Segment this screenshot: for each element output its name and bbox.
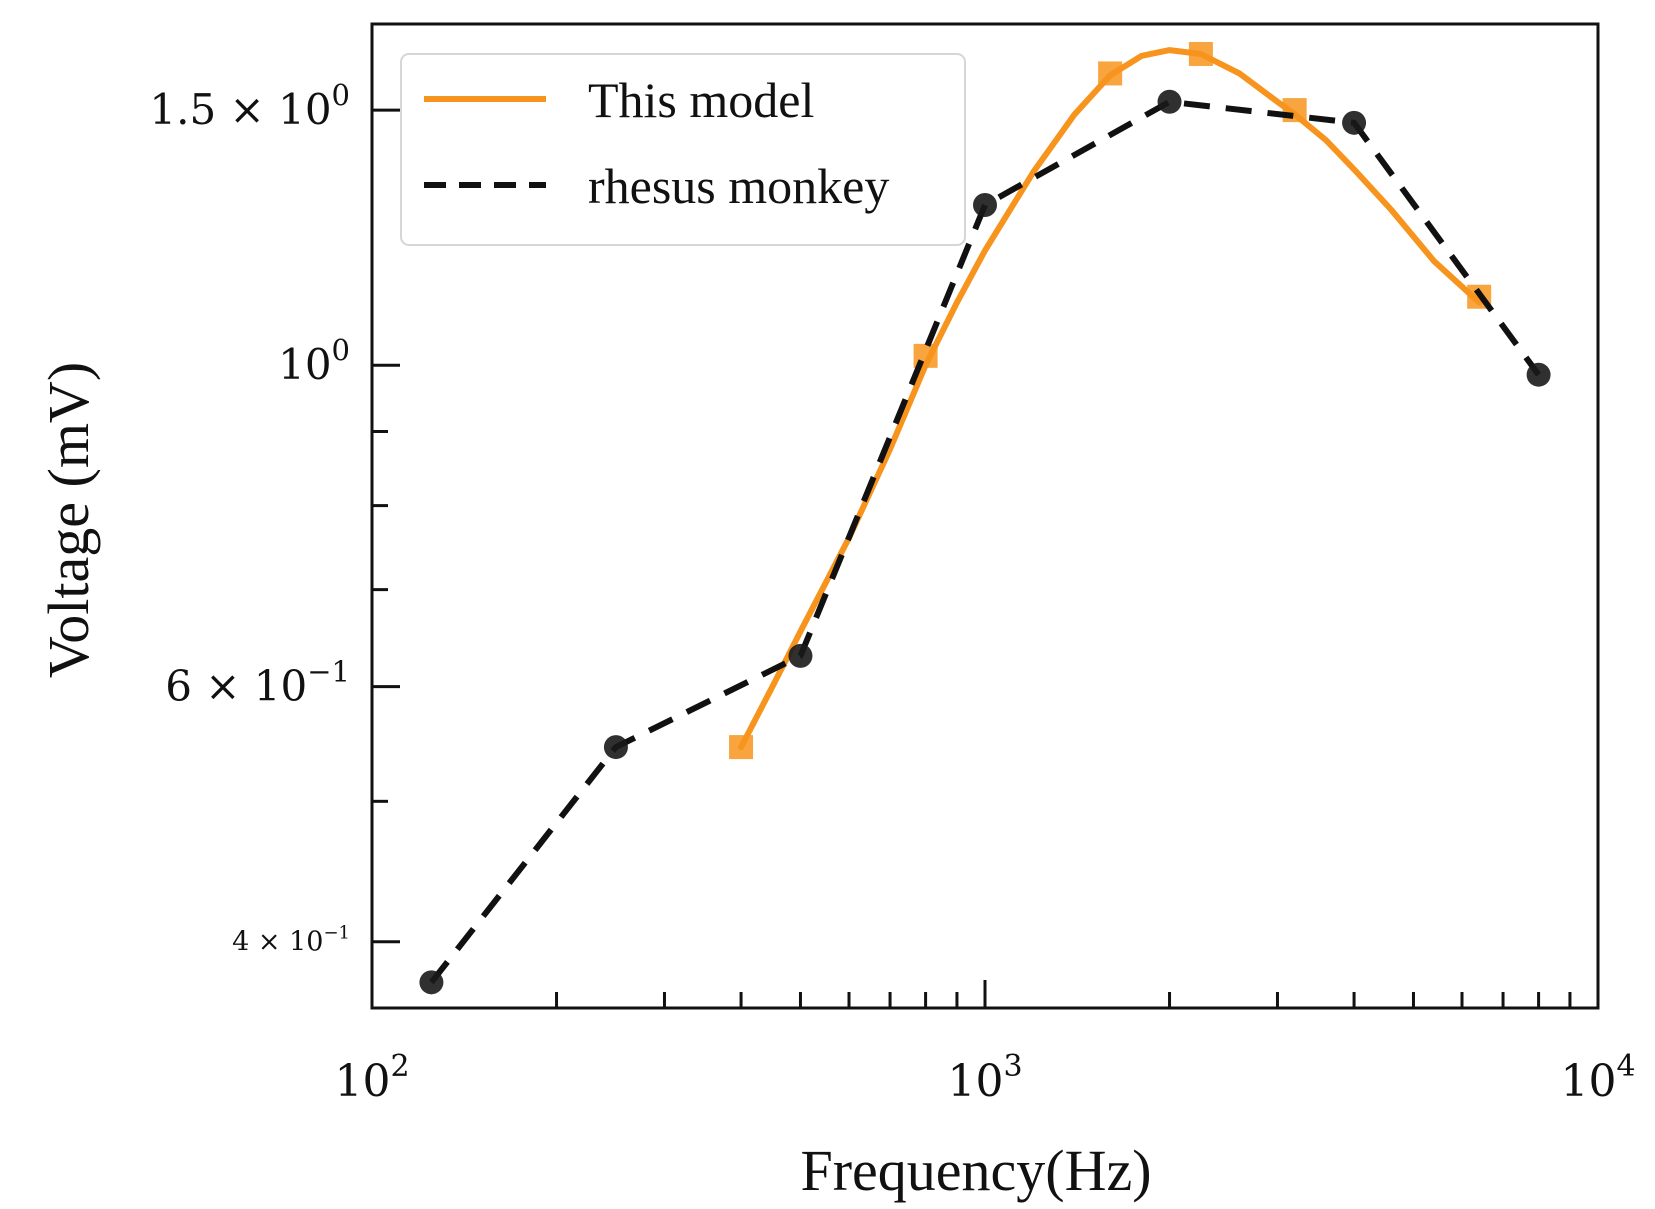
x-tick-label: 104	[1560, 1049, 1635, 1107]
legend-label-rhesus-monkey: rhesus monkey	[588, 158, 889, 214]
marker-rhesus-monkey	[1526, 362, 1551, 387]
marker-rhesus-monkey	[603, 735, 628, 760]
y-tick-label: 100	[278, 333, 350, 389]
y-axis-title: Voltage (mV)	[36, 362, 101, 678]
legend: This model rhesus monkey	[400, 53, 966, 246]
y-tick-label: 4 × 10−1	[232, 923, 350, 958]
y-tick-label: 6 × 10−1	[165, 655, 350, 711]
series-layer	[419, 41, 1551, 995]
plot-frame	[370, 22, 1600, 1010]
marker-rhesus-monkey	[419, 970, 444, 995]
marker-this-model	[1098, 61, 1123, 86]
tick-marks	[372, 108, 1572, 1008]
marker-rhesus-monkey	[788, 643, 813, 668]
marker-this-model	[729, 735, 754, 760]
tick-labels: 102 103 104 4 × 10−1 6 × 10−1 100 1.5 × 100	[149, 78, 1635, 1107]
legend-label-this-model: This model	[588, 72, 814, 128]
marker-rhesus-monkey	[1342, 110, 1367, 135]
marker-rhesus-monkey	[1157, 89, 1182, 114]
x-axis-title: Frequency(Hz)	[800, 1138, 1151, 1203]
marker-this-model	[1188, 41, 1213, 66]
x-tick-label: 103	[947, 1049, 1022, 1107]
marker-this-model	[1282, 98, 1307, 123]
y-tick-label: 1.5 × 100	[149, 78, 350, 134]
x-tick-label: 102	[334, 1049, 409, 1107]
marker-rhesus-monkey	[973, 192, 997, 217]
